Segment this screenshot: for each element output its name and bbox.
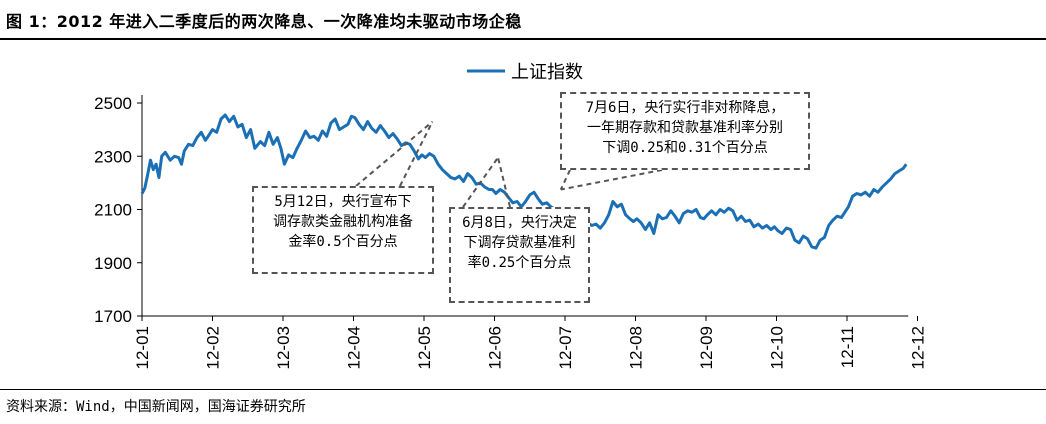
annotation-line: 调存款类金融机构准备 — [273, 214, 413, 230]
x-tick-label: 12-11 — [838, 326, 857, 368]
source-rule — [0, 389, 1046, 390]
annotation-may-rrr-cut: 5月12日，央行宣布下 调存款类金融机构准备 金率0.5个百分点 — [252, 186, 434, 274]
y-tick-label: 1900 — [94, 254, 132, 273]
annotation-leader-line — [559, 169, 571, 190]
x-tick-label: 12-03 — [274, 326, 293, 369]
x-tick-label: 12-08 — [627, 326, 646, 369]
figure-title: 图 1：2012 年进入二季度后的两次降息、一次降准均未驱动市场企稳 — [6, 12, 522, 31]
y-tick-label: 2100 — [94, 201, 132, 220]
annotation-line: 一年期存款和贷款基准利率分别 — [587, 120, 783, 136]
annotation-line: 下调0.25和0.31个百分点 — [602, 140, 768, 156]
annotation-leader-line — [355, 120, 434, 187]
x-tick-label: 12-06 — [486, 326, 505, 369]
x-tick-label: 12-10 — [768, 326, 787, 369]
source-note: 资料来源：Wind，中国新闻网，国海证券研究所 — [6, 399, 306, 415]
annotation-leader-line — [462, 157, 499, 208]
annotation-leader-line — [497, 157, 511, 208]
x-tick-label: 12-12 — [909, 326, 928, 369]
legend-label: 上证指数 — [511, 62, 583, 83]
annotation-july-rate-cut: 7月6日，央行实行非对称降息， 一年期存款和贷款基准利率分别 下调0.25和0.… — [560, 92, 810, 170]
x-tick-label: 12-01 — [133, 326, 152, 369]
x-tick-label: 12-04 — [345, 326, 364, 369]
title-rule — [0, 38, 1046, 40]
x-tick-label: 12-07 — [556, 326, 575, 369]
annotation-line: 率0.25个百分点 — [467, 255, 572, 271]
annotation-leader-line — [560, 169, 663, 191]
y-tick-label: 1700 — [94, 307, 132, 326]
y-tick-label: 2500 — [94, 94, 132, 113]
annotation-june-rate-cut: 6月8日，央行决定 下调存贷款基准利 率0.25个百分点 — [449, 207, 590, 303]
annotation-line: 5月12日，央行宣布下 — [274, 194, 412, 210]
annotation-line: 金率0.5个百分点 — [288, 234, 398, 250]
annotation-leader-line — [399, 121, 434, 187]
annotation-line: 6月8日，央行决定 — [462, 215, 577, 231]
series-line-shanghai-index — [140, 113, 908, 250]
annotation-line: 下调存贷款基准利 — [463, 235, 576, 251]
x-tick-label: 12-02 — [204, 326, 223, 369]
x-tick-label: 12-09 — [697, 326, 716, 369]
annotation-line: 7月6日，央行实行非对称降息， — [585, 100, 785, 116]
x-tick-label: 12-05 — [415, 326, 434, 369]
y-tick-label: 2300 — [94, 147, 132, 166]
